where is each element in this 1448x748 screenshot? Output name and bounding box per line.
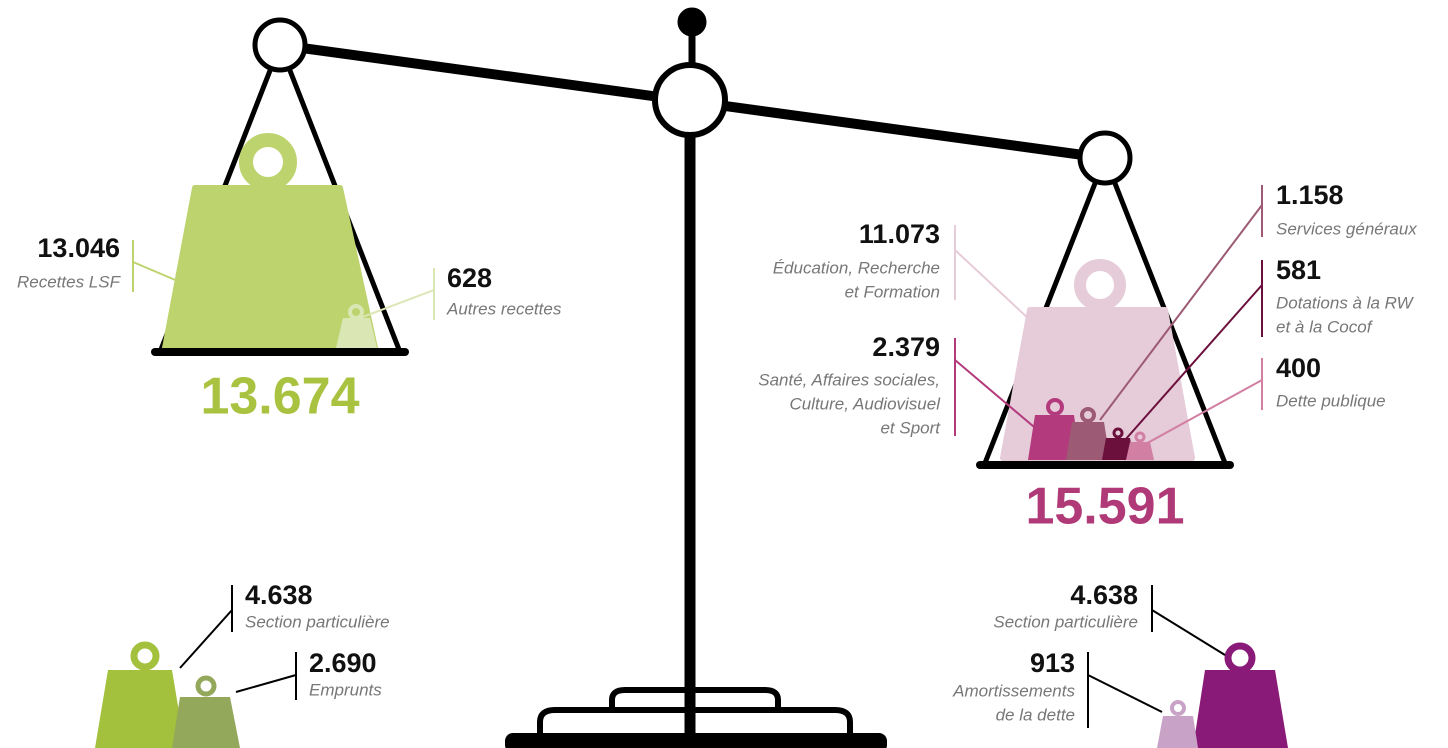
label: Culture, Audiovisuel: [789, 394, 941, 413]
label: et à la Cocof: [1276, 317, 1374, 336]
label: de la dette: [996, 705, 1075, 724]
label: Section particulière: [993, 612, 1138, 631]
value: 11.073: [859, 219, 940, 249]
label: Amortissements: [952, 681, 1075, 700]
value: 2.690: [309, 648, 377, 678]
value: 13.046: [37, 233, 120, 263]
total: 15.591: [1025, 478, 1184, 536]
scale-infographic: 13.046 Recettes LSF 628 Autres recettes …: [0, 0, 1448, 748]
value: 913: [1030, 648, 1075, 678]
label: Éducation, Recherche: [773, 258, 940, 277]
total: 13.674: [200, 368, 359, 426]
value: 400: [1276, 353, 1321, 383]
label: Santé, Affaires sociales,: [758, 370, 940, 389]
value: 628: [447, 263, 492, 293]
label: et Sport: [880, 418, 941, 437]
value: 4.638: [1070, 580, 1138, 610]
label: Dette publique: [1276, 391, 1386, 410]
label: Autres recettes: [446, 299, 562, 318]
value: 4.638: [245, 580, 313, 610]
label: et Formation: [845, 282, 940, 301]
label: Emprunts: [309, 680, 382, 699]
value: 1.158: [1276, 180, 1344, 210]
label: Services généraux: [1276, 219, 1417, 238]
value: 2.379: [872, 332, 940, 362]
value: 581: [1276, 255, 1321, 285]
label: Recettes LSF: [17, 272, 122, 291]
label: Dotations à la RW: [1276, 293, 1415, 312]
label: Section particulière: [245, 612, 390, 631]
